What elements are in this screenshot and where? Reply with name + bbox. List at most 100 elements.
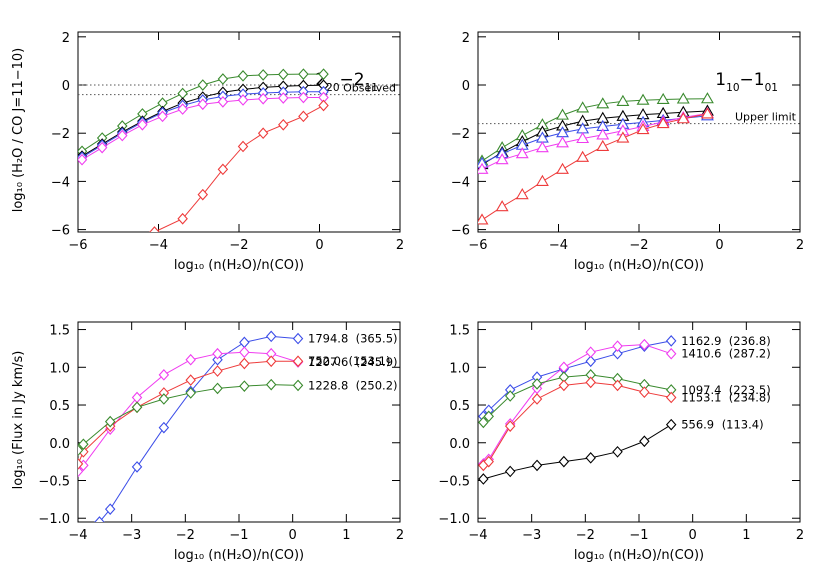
series-line-red: [78, 360, 299, 465]
data-point: [558, 455, 570, 468]
x-tick-label: 0: [315, 238, 323, 253]
y-tick-label: 1.0: [449, 361, 470, 376]
data-point: [94, 516, 105, 522]
data-point: [596, 128, 610, 140]
data-point: [616, 131, 630, 143]
data-point: [278, 68, 289, 81]
x-tick-label: 1: [742, 528, 750, 543]
data-point: [104, 415, 116, 428]
series-annotation: 1207.6: [308, 355, 348, 369]
data-point: [665, 418, 677, 431]
data-point: [158, 421, 170, 434]
y-tick-label: −6: [51, 224, 70, 239]
data-point: [478, 473, 489, 485]
data-point: [636, 93, 650, 105]
data-point: [576, 131, 590, 144]
x-tick-label: −2: [629, 238, 648, 253]
data-point: [535, 141, 549, 153]
data-point: [78, 465, 84, 478]
series-annotation-paren: (234.8): [729, 390, 771, 404]
data-point: [639, 338, 650, 351]
series-annotation-paren: (113.4): [722, 418, 764, 432]
data-point: [197, 98, 209, 111]
data-point: [78, 153, 88, 166]
data-point: [612, 445, 623, 458]
data-point: [96, 141, 108, 154]
x-tick-label: −4: [549, 238, 568, 253]
series-annotation: 1162.9: [681, 334, 721, 348]
y-tick-label: −0.5: [438, 474, 470, 489]
data-point: [292, 379, 304, 392]
y-tick-label: −4: [451, 175, 470, 190]
data-point: [700, 92, 714, 104]
y-tick-label: −4: [51, 175, 70, 190]
x-tick-label: 1: [342, 528, 350, 543]
data-point: [239, 346, 250, 359]
data-point: [185, 387, 196, 399]
data-point: [257, 92, 269, 105]
data-point: [478, 213, 489, 225]
data-point: [292, 355, 304, 368]
data-point: [665, 391, 677, 404]
x-axis-label: log₁₀ (n(H₂O)/n(CO)): [174, 548, 304, 563]
series-line-black: [483, 424, 672, 480]
series-annotation-paren: (365.5): [356, 332, 398, 346]
data-point: [298, 110, 309, 123]
data-point: [158, 369, 170, 381]
data-point: [257, 127, 269, 140]
series-line-magenta: [483, 344, 672, 465]
y-tick-label: −0.5: [38, 474, 70, 489]
data-point: [265, 378, 277, 391]
y-tick-label: −2: [51, 127, 70, 142]
data-point: [278, 92, 289, 104]
x-tick-label: 0: [715, 238, 723, 253]
data-point: [237, 94, 249, 106]
x-tick-label: −4: [468, 528, 487, 543]
panel-top-right: −6 −4 −2 0 2 −6 −4 −2 0 2 log₁₀ (n(H₂O)/n(CO)) Uppe…: [451, 31, 804, 273]
x-tick-label: −6: [68, 238, 87, 253]
data-point: [197, 188, 209, 201]
data-point: [700, 107, 714, 119]
data-point: [185, 374, 196, 386]
series-annotation: 1228.8: [308, 378, 348, 392]
data-point: [212, 365, 223, 377]
y-tick-label: 0: [462, 79, 470, 94]
data-point: [531, 393, 543, 405]
y-tick-label: −6: [451, 224, 470, 239]
series-annotation-paren: (250.2): [356, 378, 398, 392]
data-point: [117, 129, 128, 142]
data-point: [656, 92, 670, 105]
x-tick-label: −6: [468, 238, 487, 253]
data-point: [78, 444, 84, 457]
y-tick-label: 0.0: [449, 437, 470, 452]
data-point: [239, 336, 250, 349]
data-point: [292, 332, 304, 345]
x-tick-label: −1: [629, 528, 648, 543]
panel-title: 220−211: [315, 70, 378, 94]
series-annotation: 1410.6: [681, 347, 721, 361]
x-axis-label: log₁₀ (n(H₂O)/n(CO)): [574, 548, 704, 563]
panel-title: 110−101: [715, 70, 778, 94]
data-point: [504, 390, 516, 402]
y-axis-label-top: log₁₀ (H₂O / CO J=11−10): [11, 48, 26, 213]
reference-line-label: Observed: [343, 82, 396, 95]
x-tick-label: 2: [796, 238, 804, 253]
x-tick-label: −3: [522, 528, 541, 543]
x-tick-label: −2: [229, 238, 248, 253]
data-point: [556, 136, 569, 148]
x-tick-label: −1: [229, 528, 248, 543]
data-point: [596, 97, 610, 109]
series-annotation-paren: (287.2): [729, 347, 771, 361]
series-line-blue: [99, 335, 299, 522]
data-point: [265, 355, 277, 368]
data-point: [504, 420, 516, 432]
data-point: [495, 153, 509, 165]
data-point: [239, 380, 250, 392]
x-tick-label: −4: [68, 528, 87, 543]
panel-bottom-left: −4 −3 −2 −1 0 1 2 −1.0 −0.5 0.0 0.5 1.0 1.5 log₁₀ (n(…: [38, 321, 404, 563]
data-point: [149, 226, 160, 232]
series-annotation-paren: (236.8): [729, 334, 771, 348]
data-point: [612, 379, 623, 392]
y-tick-label: 0: [62, 79, 70, 94]
x-tick-label: 2: [796, 528, 804, 543]
